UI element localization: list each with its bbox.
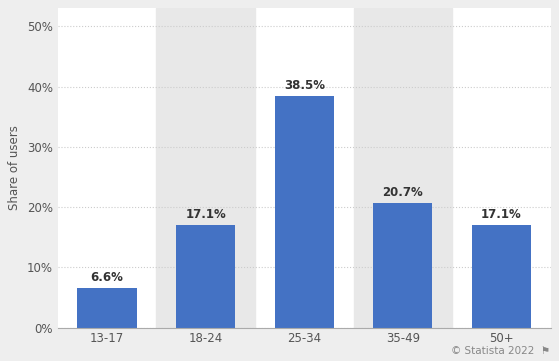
Text: © Statista 2022  ⚑: © Statista 2022 ⚑ (452, 345, 551, 356)
Y-axis label: Share of users: Share of users (8, 126, 21, 210)
Bar (353, 8, 452, 327)
Bar (274, 96, 334, 327)
Text: 17.1%: 17.1% (481, 208, 522, 221)
Text: 6.6%: 6.6% (91, 271, 124, 284)
Text: 17.1%: 17.1% (185, 208, 226, 221)
Bar (157, 8, 255, 327)
Text: 38.5%: 38.5% (284, 79, 325, 92)
Bar (78, 288, 136, 327)
Bar (373, 203, 432, 327)
Bar (176, 225, 235, 327)
Text: 20.7%: 20.7% (382, 186, 423, 199)
Bar (472, 225, 531, 327)
